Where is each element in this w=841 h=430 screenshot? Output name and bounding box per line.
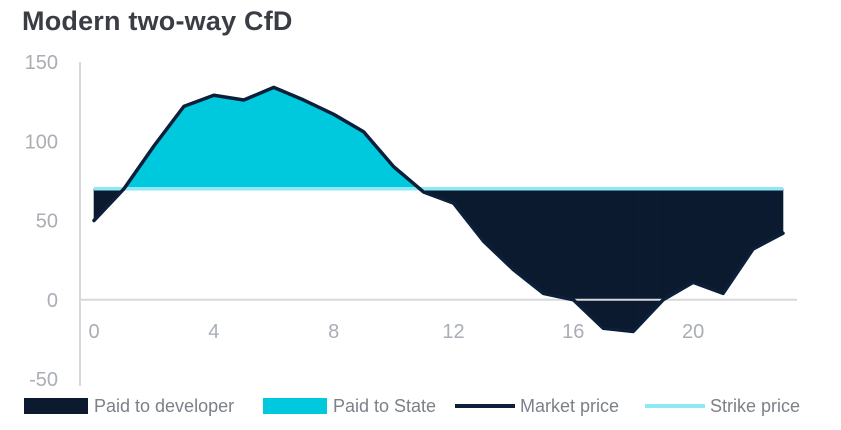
legend: Paid to developer Paid to State Market pri… xyxy=(24,396,800,416)
ticks-layer: 150 100 50 0 -50 0 4 8 12 16 20 xyxy=(25,52,705,391)
axes-layer xyxy=(79,62,797,386)
x-tick-label: 8 xyxy=(328,321,339,343)
legend-label: Strike price xyxy=(710,396,800,416)
y-tick-label: 0 xyxy=(47,290,58,312)
y-tick-label: 100 xyxy=(25,131,58,153)
lines-layer xyxy=(92,85,785,334)
legend-label: Paid to State xyxy=(333,396,436,416)
paid-to-developer-area xyxy=(632,188,664,333)
paid-to-developer-area xyxy=(602,188,634,332)
paid-to-developer-area xyxy=(722,188,754,295)
x-tick-label: 4 xyxy=(208,321,219,343)
legend-swatch-state xyxy=(263,398,327,414)
legend-swatch-developer xyxy=(24,398,88,414)
chart-title: Modern two-way CfD xyxy=(22,6,293,36)
legend-label: Paid to developer xyxy=(94,396,234,416)
paid-to-state-area xyxy=(183,94,215,190)
paid-to-developer-area xyxy=(513,188,544,295)
y-tick-label: -50 xyxy=(29,369,58,391)
x-tick-label: 0 xyxy=(88,321,99,343)
paid-to-state-area xyxy=(243,86,275,190)
x-tick-label: 20 xyxy=(682,321,704,343)
x-tick-label: 16 xyxy=(562,321,584,343)
fills-layer xyxy=(93,86,784,333)
paid-to-developer-area xyxy=(692,188,724,294)
legend-label: Market price xyxy=(520,396,619,416)
paid-to-state-area xyxy=(273,86,305,190)
paid-to-developer-area xyxy=(543,188,574,301)
x-tick-label: 12 xyxy=(442,321,464,343)
paid-to-developer-area xyxy=(572,188,604,329)
y-tick-label: 150 xyxy=(25,52,58,74)
paid-to-state-area xyxy=(333,113,364,190)
paid-to-state-area xyxy=(213,94,245,190)
market-price-line xyxy=(92,85,785,334)
y-tick-label: 50 xyxy=(36,211,58,233)
paid-to-state-area xyxy=(153,105,185,190)
